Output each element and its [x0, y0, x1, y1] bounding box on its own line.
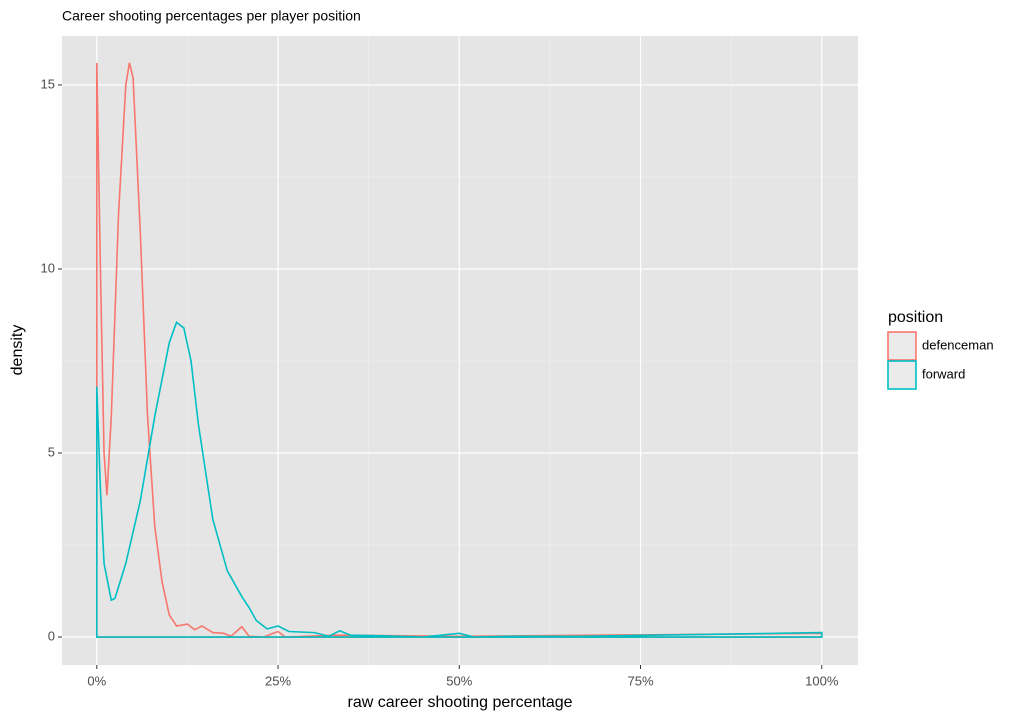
- density-line: [96, 62, 823, 638]
- y-tick-label: 5: [48, 444, 55, 459]
- legend-key: [887, 360, 917, 390]
- marks: [96, 62, 823, 638]
- grid: [62, 36, 858, 665]
- x-tick-label: 25%: [265, 673, 291, 688]
- x-tick-label: 50%: [446, 673, 472, 688]
- legend-key: [887, 331, 917, 361]
- x-axis-label: raw career shooting percentage: [347, 694, 572, 711]
- legend: defenceman forward: [887, 331, 994, 390]
- y-tick-label: 0: [48, 628, 55, 643]
- chart-title: Career shooting percentages per player p…: [62, 8, 361, 24]
- legend-title: position: [888, 309, 943, 326]
- y-tick-label: 10: [41, 260, 55, 275]
- x-tick-label: 75%: [627, 673, 653, 688]
- legend-label: forward: [922, 366, 965, 381]
- x-tick-label: 0%: [87, 673, 106, 688]
- plot-panel: [62, 36, 858, 665]
- legend-label: defenceman: [922, 337, 994, 352]
- x-tick-label: 100%: [805, 673, 839, 688]
- y-axis-label: density: [9, 325, 26, 376]
- density-line: [96, 321, 823, 638]
- y-tick-label: 15: [41, 76, 55, 91]
